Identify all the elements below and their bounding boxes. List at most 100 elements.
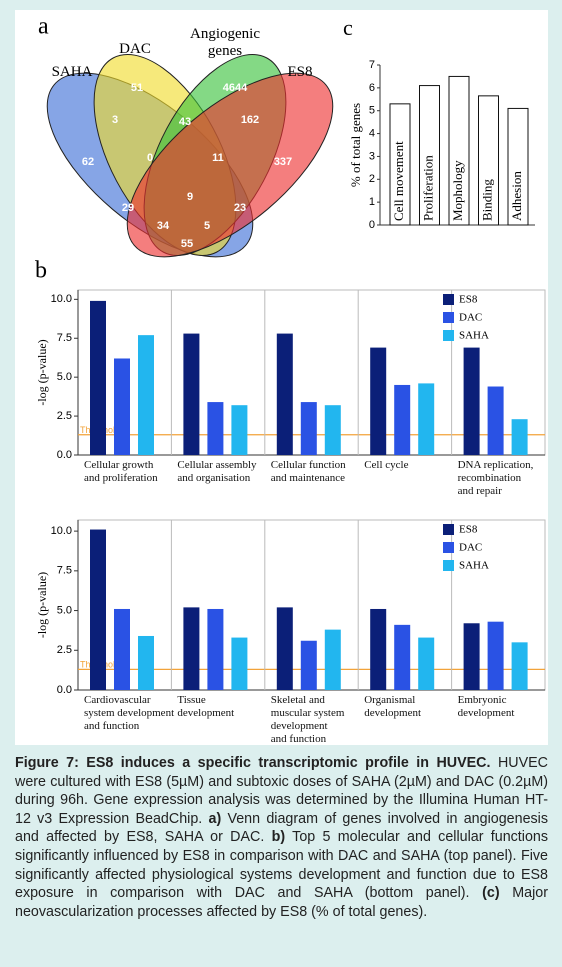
x-tick-label: Skeletal and muscular system development… <box>270 694 345 745</box>
y-tick-label: 6 <box>369 82 375 94</box>
y-tick-label: 5.0 <box>57 604 72 616</box>
y-axis-title: % of total genes <box>348 103 363 187</box>
bar <box>183 607 200 690</box>
caption: Figure 7: ES8 induces a specific transcr… <box>15 754 548 921</box>
bar <box>370 347 387 455</box>
caption-text: HUVEC were cultured with ES8 (5µM) and s… <box>15 755 548 827</box>
x-tick-label: Cell cycle <box>364 459 409 471</box>
legend-label: ES8 <box>459 294 478 306</box>
y-tick-label: 3 <box>369 150 375 162</box>
y-tick-label: 4 <box>369 127 375 139</box>
bar <box>418 383 435 455</box>
bar <box>511 642 528 690</box>
legend-swatch <box>443 294 454 305</box>
venn-count: 51 <box>131 82 143 94</box>
y-tick-label: 2.5 <box>57 644 72 656</box>
panel-label: b <box>35 258 47 284</box>
bar <box>276 607 293 690</box>
caption-text: Venn diagram of genes involved in angiog… <box>15 810 548 846</box>
x-tick-label: Cellular growth and proliferation <box>84 459 158 484</box>
y-tick-label: 7 <box>369 59 375 71</box>
bar <box>507 107 529 226</box>
x-tick-label: Tissue development <box>177 694 235 719</box>
legend-label: DAC <box>459 312 482 324</box>
bar <box>90 529 106 690</box>
bar-label: Proliferation <box>420 155 435 221</box>
bar <box>324 629 341 690</box>
bar <box>276 333 293 455</box>
bar-label: Binding <box>479 179 494 221</box>
venn-set-name: SAHA <box>51 64 93 80</box>
panel-label: c <box>343 15 353 40</box>
venn-count: 23 <box>234 202 246 214</box>
legend-swatch <box>443 542 454 553</box>
bar <box>300 402 317 455</box>
bar <box>511 419 528 455</box>
bar-label: Mophology <box>450 160 465 221</box>
bar <box>90 300 106 455</box>
legend-swatch <box>443 560 454 571</box>
bar <box>138 335 154 455</box>
bar <box>207 608 224 690</box>
venn-count: 55 <box>181 238 193 250</box>
y-tick-label: 10.0 <box>51 293 72 305</box>
bar <box>487 386 504 455</box>
x-tick-label: Cellular assembly and organisation <box>177 459 257 484</box>
bar <box>448 75 470 226</box>
bar <box>114 358 130 455</box>
bar <box>138 635 154 690</box>
bar <box>418 637 435 690</box>
venn-count: 5 <box>204 220 210 232</box>
legend-label: SAHA <box>459 560 489 572</box>
caption-text: Major neovascularization processes affec… <box>15 885 548 920</box>
y-tick-label: 7.5 <box>57 332 72 344</box>
legend-swatch <box>443 312 454 323</box>
venn-count: 0 <box>147 152 153 164</box>
legend-swatch <box>443 524 454 535</box>
y-tick-label: 5.0 <box>57 371 72 383</box>
venn-count: 337 <box>274 156 292 168</box>
y-tick-label: 10.0 <box>51 525 72 537</box>
venn-count: 9 <box>187 191 193 203</box>
y-tick-label: 5 <box>369 105 375 117</box>
panel-label: a <box>38 14 49 40</box>
bar <box>324 405 341 455</box>
bar <box>478 95 499 226</box>
bar-label: Adhesion <box>509 171 524 221</box>
figure: a 62 3 51 0 43 4644 11 162 337 29 9 34 5 23 55 c% of tot… <box>15 10 548 745</box>
caption-text: b) <box>271 829 286 846</box>
bar <box>370 608 387 690</box>
bar <box>231 405 248 455</box>
legend-label: DAC <box>459 542 482 554</box>
y-tick-label: 0.0 <box>57 684 72 696</box>
venn-count: 34 <box>157 220 170 232</box>
venn-count: 3 <box>112 114 118 126</box>
bar <box>114 608 130 690</box>
bar <box>389 103 411 226</box>
y-tick-label: 1 <box>369 196 375 208</box>
venn-count: 29 <box>122 202 134 214</box>
bar <box>394 624 411 690</box>
y-tick-label: 2.5 <box>57 410 72 422</box>
bar <box>231 637 248 690</box>
caption-text: a) <box>208 810 222 827</box>
x-tick-label: Embryonic development <box>457 694 515 719</box>
bar <box>487 621 504 690</box>
bar <box>463 623 480 690</box>
bar <box>394 384 411 455</box>
y-axis-title: -log (p-value) <box>35 572 49 638</box>
legend-label: SAHA <box>459 330 489 342</box>
venn-set <box>126 72 334 258</box>
venn-count: 43 <box>179 116 191 128</box>
venn-set-name: DAC <box>119 41 151 57</box>
venn-count: 162 <box>241 114 259 126</box>
venn-set-name: ES8 <box>287 64 313 80</box>
x-tick-label: DNA replication, recombination and repai… <box>457 459 534 497</box>
y-tick-label: 7.5 <box>57 565 72 577</box>
venn-count: 4644 <box>223 82 248 94</box>
venn-set-name: Angiogenic genes <box>190 26 260 59</box>
bar <box>463 347 480 455</box>
bar <box>419 85 440 226</box>
venn-count: 11 <box>212 152 224 164</box>
